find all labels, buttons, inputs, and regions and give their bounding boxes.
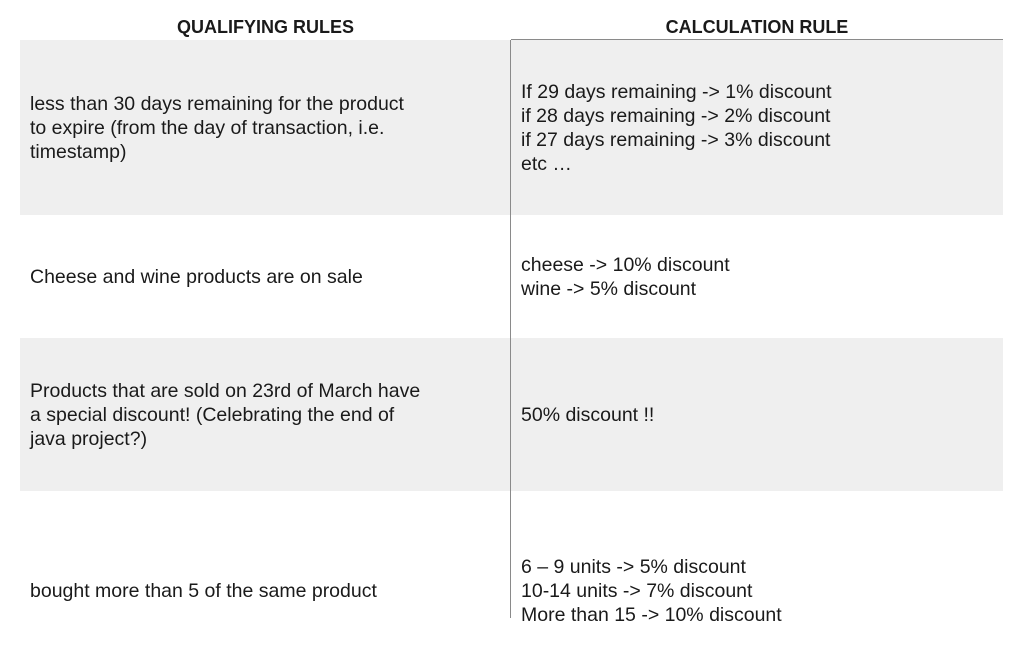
calculation-rule-cell: If 29 days remaining -> 1% discount if 2… — [521, 80, 832, 175]
qualifying-rule-cell: Cheese and wine products are on sale — [30, 265, 363, 288]
calculation-rule-cell: cheese -> 10% discount wine -> 5% discou… — [521, 253, 730, 300]
qualifying-rule-cell: Products that are sold on 23rd of March … — [30, 379, 421, 450]
table-row: Products that are sold on 23rd of March … — [20, 338, 1003, 491]
calculation-rule-cell: 6 – 9 units -> 5% discount 10-14 units -… — [521, 556, 782, 626]
qualifying-rule-cell: less than 30 days remaining for the prod… — [30, 92, 404, 163]
calculation-rule-cell: 50% discount !! — [521, 403, 655, 426]
header-divider — [511, 39, 1003, 40]
table-row: bought more than 5 of the same product 6… — [20, 491, 1003, 651]
table-row: Cheese and wine products are on sale che… — [20, 215, 1003, 338]
column-divider — [510, 40, 511, 618]
table-row: less than 30 days remaining for the prod… — [20, 40, 1003, 215]
qualifying-rule-cell: bought more than 5 of the same product — [30, 580, 377, 602]
calculation-rule-header: CALCULATION RULE — [665, 17, 849, 37]
discount-rules-table: QUALIFYING RULES CALCULATION RULE less t… — [20, 0, 1003, 651]
table-header: QUALIFYING RULES CALCULATION RULE — [20, 0, 1003, 40]
qualifying-rules-header: QUALIFYING RULES — [176, 17, 354, 37]
